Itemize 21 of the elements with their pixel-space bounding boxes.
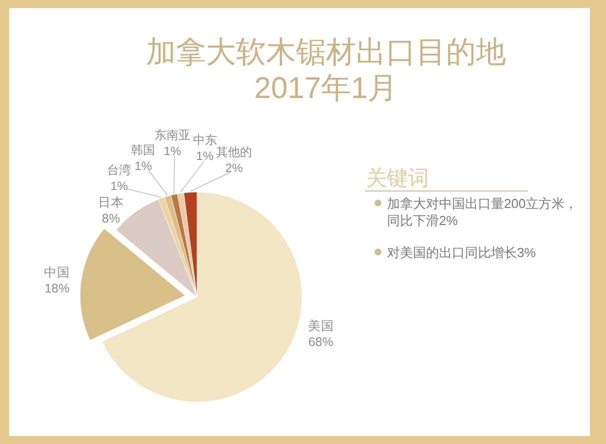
slice-label: 中国 <box>44 265 70 280</box>
chart-title: 加拿大软木锯材出口目的地 <box>146 36 506 69</box>
slice-label: 其他的 <box>216 144 252 159</box>
data-label: 68% <box>308 334 334 349</box>
slice-label: 东南亚 <box>154 128 190 142</box>
slice-label: 美国 <box>308 318 334 333</box>
slice-label: 日本 <box>98 196 124 210</box>
data-label: 18% <box>44 281 70 296</box>
data-label: 2% <box>225 160 244 175</box>
data-label: 1% <box>164 144 182 158</box>
text: 对美国的出口同比增长3% <box>387 245 536 260</box>
data-label: 8% <box>102 212 120 226</box>
chart-subtitle: 2017年1月 <box>254 72 398 105</box>
text: 关键词 <box>366 167 429 190</box>
slice-label: 台湾 <box>107 163 132 178</box>
slice-label: 韩国 <box>131 142 156 157</box>
text: 加拿大对中国出口量200立方米，同比下滑2% <box>387 196 578 228</box>
slice-label: 中东 <box>192 133 217 148</box>
data-label: 1% <box>134 158 152 173</box>
data-label: 1% <box>110 179 128 194</box>
data-label: 1% <box>196 149 214 164</box>
